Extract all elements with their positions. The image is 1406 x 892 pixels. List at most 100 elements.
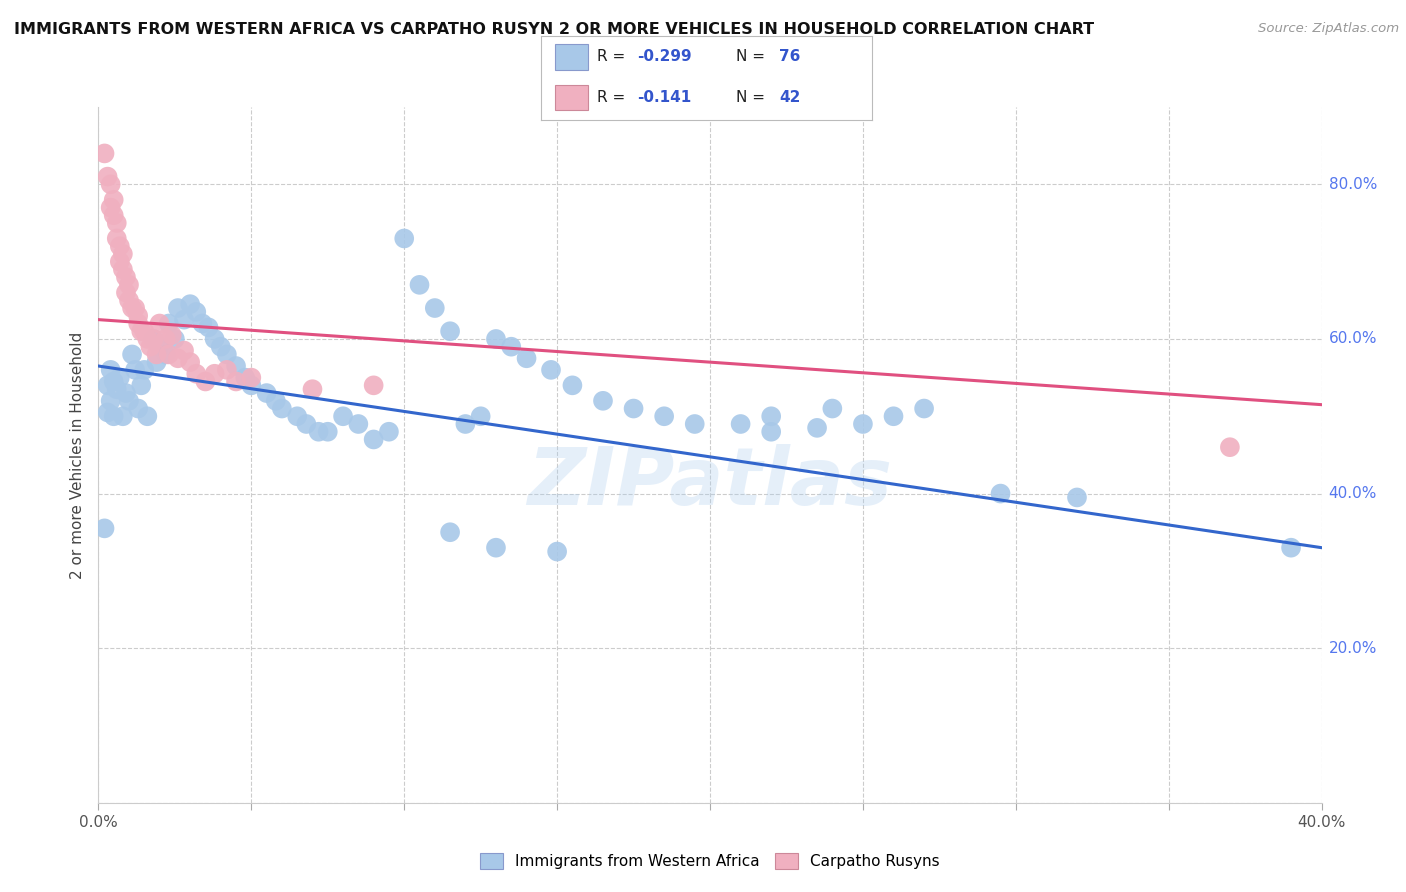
Point [155,347,177,361]
Point [149,317,172,331]
Point [157,347,180,361]
Point [173,312,195,326]
Point [204,332,226,346]
Point [186,305,208,319]
Point [100,178,122,192]
Point [1219,440,1241,454]
Point [540,363,562,377]
Point [173,343,195,358]
Point [439,525,461,540]
Bar [554,45,588,70]
Point [127,401,149,416]
Point [439,324,461,338]
Text: Source: ZipAtlas.com: Source: ZipAtlas.com [1258,22,1399,36]
Point [103,193,125,207]
Point [485,541,508,555]
Point [408,277,430,292]
Point [883,409,905,424]
Text: 42: 42 [779,90,800,105]
Point [167,301,190,315]
Text: R =: R = [598,90,636,105]
Point [155,332,177,346]
Point [121,347,143,361]
Point [108,239,131,253]
Point [97,378,120,392]
Point [191,317,214,331]
Point [167,351,190,366]
Point [129,324,152,338]
Point [134,324,156,338]
Point [157,317,180,331]
Point [160,328,183,343]
Point [139,340,162,354]
Text: 20.0%: 20.0% [1329,640,1376,656]
Point [546,544,568,558]
Point [115,285,138,300]
Point [127,317,149,331]
Point [194,375,217,389]
Point [821,401,844,416]
Point [111,262,134,277]
Point [134,363,156,377]
Point [316,425,339,439]
Text: N =: N = [737,49,770,64]
Point [115,386,138,401]
Point [990,486,1012,500]
Point [240,378,263,392]
Point [209,340,232,354]
Point [806,421,828,435]
Point [561,378,583,392]
Text: ZIPatlas: ZIPatlas [527,443,893,522]
Point [105,216,128,230]
Point [100,201,122,215]
Point [378,425,401,439]
Point [121,301,143,315]
Point [111,247,134,261]
Point [93,521,115,535]
Point [142,332,165,346]
Point [103,208,125,222]
Point [392,231,416,245]
Point [129,378,152,392]
Point [454,417,477,431]
Point [683,417,706,431]
Point [516,351,538,366]
Point [295,417,318,431]
Point [240,370,263,384]
Point [759,409,782,424]
Text: IMMIGRANTS FROM WESTERN AFRICA VS CARPATHO RUSYN 2 OR MORE VEHICLES IN HOUSEHOLD: IMMIGRANTS FROM WESTERN AFRICA VS CARPAT… [14,22,1094,37]
Point [256,386,278,401]
Y-axis label: 2 or more Vehicles in Household: 2 or more Vehicles in Household [70,331,86,579]
Legend: Immigrants from Western Africa, Carpatho Rusyns: Immigrants from Western Africa, Carpatho… [474,847,946,875]
Point [118,277,141,292]
Point [225,375,247,389]
Point [215,347,238,361]
Point [730,417,752,431]
Point [136,332,159,346]
Point [97,405,120,419]
Point [270,401,292,416]
Point [145,347,167,361]
Text: 60.0%: 60.0% [1329,332,1376,346]
Text: 40.0%: 40.0% [1329,486,1376,501]
Point [111,409,134,424]
Point [186,367,208,381]
Point [470,409,492,424]
Point [759,425,782,439]
Point [103,409,125,424]
Point [332,409,354,424]
Point [501,340,523,354]
Point [363,378,385,392]
Point [652,409,675,424]
Point [124,301,146,315]
Point [423,301,446,315]
Point [179,297,201,311]
Point [145,355,167,369]
Point [108,370,131,384]
Point [118,293,141,308]
Point [592,393,614,408]
Point [225,359,247,373]
Point [285,409,308,424]
Text: N =: N = [737,90,770,105]
Point [301,382,323,396]
